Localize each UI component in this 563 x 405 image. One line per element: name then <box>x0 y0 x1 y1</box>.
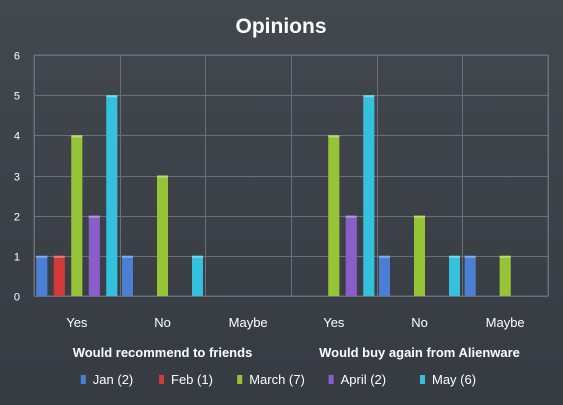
x-tick-label: No <box>411 315 428 330</box>
bar-shading <box>499 255 511 296</box>
x-tick-label: No <box>154 315 171 330</box>
y-tick-label: 3 <box>14 172 20 184</box>
bar-highlight <box>414 215 425 218</box>
bar-shading <box>464 255 476 296</box>
y-tick-label: 2 <box>14 212 20 224</box>
bar-shading <box>379 255 390 296</box>
bar-highlight <box>157 175 168 178</box>
chart-title: Opinions <box>236 15 327 38</box>
bar-highlight <box>192 255 203 258</box>
x-tick-label: Maybe <box>486 315 525 330</box>
legend-swatch <box>237 375 243 384</box>
bar-shading <box>88 215 100 296</box>
group-label: Would buy again from Alienware <box>319 345 520 360</box>
x-tick-label: Yes <box>323 315 345 330</box>
bar-shading <box>36 255 48 296</box>
bar-shading <box>363 95 375 296</box>
legend: Jan (2) Feb (1) March (7) April (2) May (6) <box>80 372 476 387</box>
bar-highlight <box>53 255 65 258</box>
bar-highlight <box>122 255 133 258</box>
bar-highlight <box>345 215 357 218</box>
bar-shading <box>122 255 133 296</box>
bar-highlight <box>88 215 100 218</box>
bar-highlight <box>464 255 476 258</box>
y-tick-label: 6 <box>14 51 20 63</box>
legend-item-label: March (7) <box>249 372 305 387</box>
legend-item-label: Feb (1) <box>171 372 213 387</box>
bar-shading <box>449 255 460 296</box>
bar-shading <box>106 95 118 296</box>
bar-highlight <box>328 135 340 138</box>
y-tick-label: 1 <box>14 252 20 264</box>
legend-swatch <box>159 375 164 384</box>
bar-highlight <box>363 95 375 98</box>
group-label: Would recommend to friends <box>73 345 253 360</box>
legend-swatch <box>420 375 425 384</box>
legend-item-label: May (6) <box>432 372 476 387</box>
legend-swatch <box>328 375 334 384</box>
y-tick-label: 0 <box>14 292 20 304</box>
x-tick-label: Maybe <box>229 315 268 330</box>
legend-item-label: April (2) <box>341 372 387 387</box>
x-tick-label: Yes <box>66 315 88 330</box>
plot-area: 0 1 2 3 4 5 6 Yes No Maybe Yes No Maybe Would recomme… <box>14 51 549 360</box>
bar-shading <box>414 215 425 296</box>
bar-highlight <box>106 95 118 98</box>
bar-shading <box>345 215 357 296</box>
legend-swatch <box>80 375 86 384</box>
bar-shading <box>53 255 65 296</box>
bar-highlight <box>499 255 511 258</box>
y-tick-label: 5 <box>14 91 20 103</box>
bar-highlight <box>379 255 390 258</box>
y-tick-label: 4 <box>14 131 20 143</box>
bar-shading <box>71 135 83 296</box>
bar-highlight <box>36 255 48 258</box>
bar-shading <box>192 255 203 296</box>
bar-highlight <box>449 255 460 258</box>
legend-item-label: Jan (2) <box>93 372 133 387</box>
bar-shading <box>328 135 340 296</box>
bar-highlight <box>71 135 83 138</box>
bar-shading <box>157 175 168 296</box>
